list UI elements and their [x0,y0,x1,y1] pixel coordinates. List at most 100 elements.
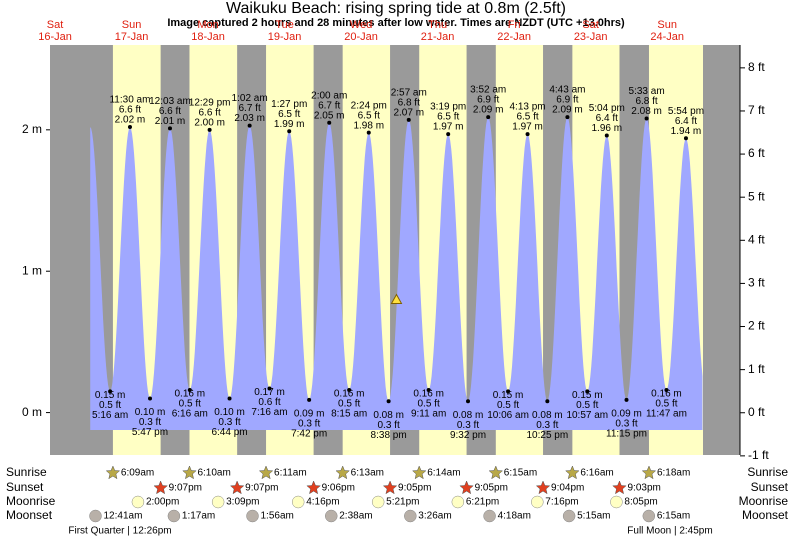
value-label: 2.00 m [194,117,225,128]
moonrise-time: 3:09pm [226,497,259,508]
tide-point [207,127,212,132]
tide-point [167,126,172,131]
moonset-icon [642,509,656,523]
time-label: 12:03 am [149,96,191,107]
moon-phase: First Quarter | 12:26pm [68,526,171,537]
time-label: 7:16 am [251,407,287,418]
value-label: 0.16 m [413,389,444,400]
sunset-icon [535,480,551,495]
ft-label: 6.4 ft [596,113,618,124]
sunset-icon [153,480,168,495]
ft-label: 6.7 ft [318,100,340,111]
sunrise-time: 6:11am [274,468,307,479]
sunrise-time: 6:14am [427,468,460,479]
day-name: Fri [508,19,521,31]
ft-label: 6.6 ft [119,105,141,116]
value-label: 2.07 m [393,108,424,119]
tide-point [644,116,649,121]
sunrise-icon [565,465,580,480]
sunrise-icon [105,465,121,480]
y-tick-label: 0 m [22,405,42,419]
ft-label: 6.9 ft [556,95,578,106]
day-date: 18-Jan [191,31,225,43]
ft-label: 6.8 ft [398,98,420,109]
day-date: 21-Jan [421,31,455,43]
y2-tick-label: 4 ft [748,232,765,246]
day-name: Thu [428,19,447,31]
y-tick-label: 1 m [22,263,42,277]
time-label: 6:44 pm [211,427,247,438]
value-label: 0.09 m [294,409,325,420]
tide-point [187,387,192,392]
day-name: Tue [275,19,294,31]
time-label: 9:11 am [411,409,446,420]
moonset-time: 1:17am [182,511,215,522]
moonset-icon [483,509,496,523]
sunset-time: 9:06pm [322,483,355,494]
y2-tick-label: 7 ft [748,103,765,117]
current-level-marker [390,293,403,304]
tide-point [287,129,292,134]
y2-tick-label: 2 ft [748,319,765,333]
ft-label: 0.6 ft [258,397,280,408]
ft-label: 0.5 ft [655,399,677,410]
moonset-time: 4:18am [498,511,531,522]
ft-label: 0.5 ft [179,399,201,410]
time-label: 2:57 am [391,88,427,99]
time-label: 10:25 pm [526,430,568,441]
row-label: Sunrise [6,465,47,479]
time-label: 11:30 am [109,95,150,106]
value-label: 0.15 m [493,390,524,401]
time-label: 1:02 am [232,93,268,104]
moonrise-icon [531,495,544,509]
y2-tick-label: 3 ft [748,276,765,290]
y2-tick-label: 0 ft [748,405,765,419]
y2-tick-label: 5 ft [748,189,765,203]
time-label: 5:04 pm [589,103,625,114]
sunset-time: 9:05pm [398,483,431,494]
sunrise-icon [641,465,657,480]
value-label: 1.98 m [353,120,384,131]
row-label: Sunset [751,480,789,494]
value-label: 0.16 m [175,389,206,400]
ft-label: 6.5 ft [516,112,538,123]
value-label: 0.10 m [135,407,166,418]
tide-point [127,125,132,129]
value-label: 0.15 m [572,390,603,401]
sunrise-time: 6:18am [657,468,690,479]
tide-area [90,117,703,430]
time-label: 4:13 pm [510,102,546,113]
moonset-time: 12:41am [103,511,142,522]
sunset-time: 9:05pm [475,483,508,494]
time-label: 11:47 am [646,409,687,420]
tide-point [366,130,371,135]
time-label: 8:15 am [331,409,367,420]
moonrise-icon [451,495,465,509]
value-label: 0.15 m [95,390,126,401]
ft-label: 0.5 ft [418,399,440,410]
y-tick-label: 2 m [22,122,42,136]
time-label: 1:27 pm [271,99,307,110]
value-label: 2.01 m [155,116,186,127]
value-label: 0.09 m [611,409,642,420]
ft-label: 6.4 ft [675,116,697,127]
moonset-time: 3:26am [418,511,451,522]
time-label: 2:00 am [311,90,347,101]
moonrise-icon [371,495,385,509]
time-label: 12:29 pm [189,97,231,108]
sunrise-time: 6:15am [504,468,537,479]
tide-point [525,132,530,137]
value-label: 1.96 m [592,123,623,134]
moonset-icon [404,509,417,523]
moonrise-icon [291,495,305,509]
time-label: 3:19 pm [430,102,466,113]
moonrise-time: 8:05pm [624,497,657,508]
time-label: 3:52 am [470,85,506,96]
moonrise-icon [211,495,225,509]
ft-label: 6.8 ft [635,96,657,107]
ft-label: 0.3 ft [298,419,320,430]
day-name: Sun [122,19,142,31]
sunset-icon [306,480,321,495]
moonset-time: 2:38am [339,511,372,522]
time-label: 9:32 pm [450,430,486,441]
